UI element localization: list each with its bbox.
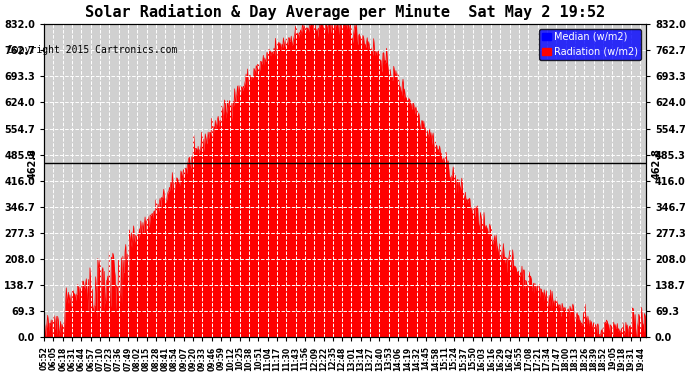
Text: 462.8: 462.8 — [28, 148, 38, 178]
Title: Solar Radiation & Day Average per Minute  Sat May 2 19:52: Solar Radiation & Day Average per Minute… — [85, 4, 605, 20]
Text: Copyright 2015 Cartronics.com: Copyright 2015 Cartronics.com — [7, 45, 177, 55]
Legend: Median (w/m2), Radiation (w/m2): Median (w/m2), Radiation (w/m2) — [539, 29, 641, 60]
Text: 462.8: 462.8 — [652, 148, 662, 178]
